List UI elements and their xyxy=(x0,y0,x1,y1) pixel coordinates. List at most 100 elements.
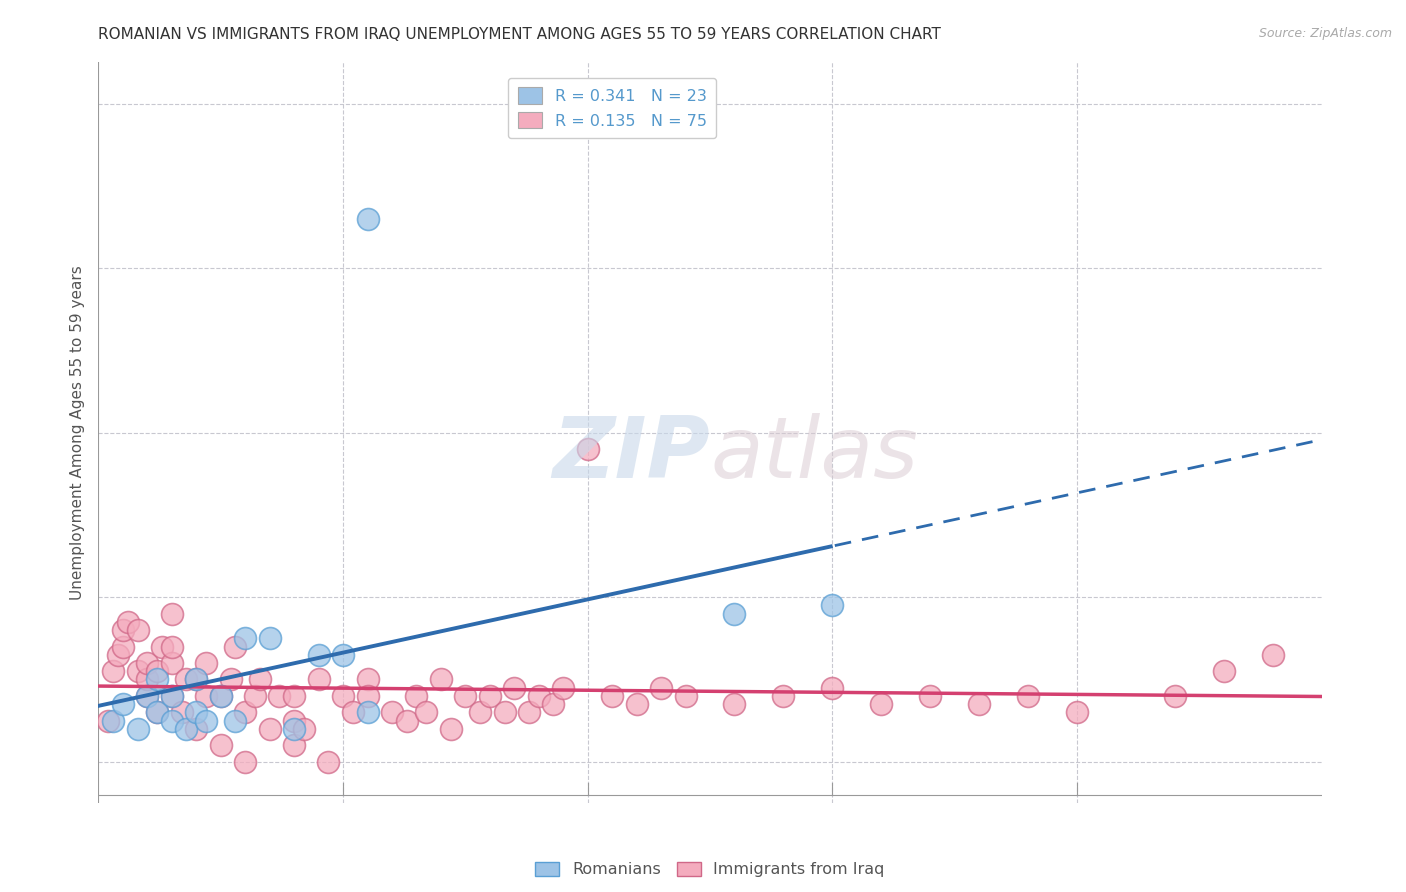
Point xyxy=(494,706,516,720)
Point xyxy=(111,623,134,637)
Point xyxy=(1066,706,1088,720)
Point xyxy=(332,648,354,662)
Point xyxy=(233,755,256,769)
Point xyxy=(870,697,893,711)
Point xyxy=(136,673,159,687)
Point xyxy=(503,681,526,695)
Point xyxy=(468,706,491,720)
Point xyxy=(136,689,159,703)
Point xyxy=(127,664,149,678)
Point xyxy=(160,689,183,703)
Point xyxy=(332,689,354,703)
Text: atlas: atlas xyxy=(710,413,918,496)
Point xyxy=(543,697,565,711)
Point xyxy=(600,689,623,703)
Point xyxy=(283,738,305,752)
Point xyxy=(101,664,124,678)
Point xyxy=(146,664,169,678)
Point xyxy=(430,673,453,687)
Point xyxy=(675,689,697,703)
Point xyxy=(381,706,404,720)
Point xyxy=(160,714,183,728)
Point xyxy=(1017,689,1039,703)
Point xyxy=(224,640,246,654)
Point xyxy=(356,706,378,720)
Point xyxy=(150,640,173,654)
Point xyxy=(170,706,193,720)
Point xyxy=(111,640,134,654)
Point xyxy=(395,714,418,728)
Point xyxy=(723,697,745,711)
Point xyxy=(1212,664,1234,678)
Point xyxy=(415,706,437,720)
Point xyxy=(136,689,159,703)
Point xyxy=(127,722,149,736)
Point xyxy=(233,632,256,646)
Point xyxy=(111,697,134,711)
Point xyxy=(259,632,281,646)
Point xyxy=(101,714,124,728)
Point xyxy=(920,689,942,703)
Point xyxy=(527,689,550,703)
Point xyxy=(821,599,844,613)
Point xyxy=(160,607,183,621)
Point xyxy=(186,706,208,720)
Point xyxy=(176,673,198,687)
Point xyxy=(259,722,281,736)
Point xyxy=(146,706,169,720)
Point xyxy=(249,673,271,687)
Point xyxy=(243,689,266,703)
Point xyxy=(553,681,575,695)
Point xyxy=(176,722,198,736)
Point xyxy=(117,615,139,629)
Point xyxy=(283,722,305,736)
Point xyxy=(356,673,378,687)
Point xyxy=(160,689,183,703)
Point xyxy=(1261,648,1284,662)
Point xyxy=(308,673,330,687)
Point xyxy=(127,623,149,637)
Text: Source: ZipAtlas.com: Source: ZipAtlas.com xyxy=(1258,27,1392,40)
Point xyxy=(186,673,208,687)
Text: ROMANIAN VS IMMIGRANTS FROM IRAQ UNEMPLOYMENT AMONG AGES 55 TO 59 YEARS CORRELAT: ROMANIAN VS IMMIGRANTS FROM IRAQ UNEMPLO… xyxy=(98,27,941,42)
Point xyxy=(209,689,232,703)
Point xyxy=(405,689,427,703)
Point xyxy=(356,689,378,703)
Text: ZIP: ZIP xyxy=(553,413,710,496)
Point xyxy=(517,706,540,720)
Point xyxy=(723,607,745,621)
Point xyxy=(146,673,169,687)
Point xyxy=(626,697,648,711)
Point xyxy=(308,648,330,662)
Point xyxy=(356,211,378,226)
Point xyxy=(219,673,242,687)
Point xyxy=(186,722,208,736)
Legend: Romanians, Immigrants from Iraq: Romanians, Immigrants from Iraq xyxy=(529,855,891,884)
Point xyxy=(146,706,169,720)
Point xyxy=(195,714,218,728)
Point xyxy=(576,442,599,456)
Point xyxy=(772,689,794,703)
Point xyxy=(107,648,129,662)
Point xyxy=(821,681,844,695)
Point xyxy=(478,689,501,703)
Point xyxy=(97,714,120,728)
Point xyxy=(650,681,672,695)
Point xyxy=(292,722,315,736)
Point xyxy=(283,689,305,703)
Point xyxy=(342,706,364,720)
Point xyxy=(195,656,218,670)
Point xyxy=(209,689,232,703)
Point xyxy=(1164,689,1187,703)
Point xyxy=(967,697,990,711)
Point xyxy=(283,714,305,728)
Point xyxy=(160,640,183,654)
Point xyxy=(440,722,463,736)
Point xyxy=(160,656,183,670)
Point xyxy=(224,714,246,728)
Point xyxy=(269,689,291,703)
Point xyxy=(209,738,232,752)
Point xyxy=(195,689,218,703)
Point xyxy=(318,755,340,769)
Point xyxy=(136,656,159,670)
